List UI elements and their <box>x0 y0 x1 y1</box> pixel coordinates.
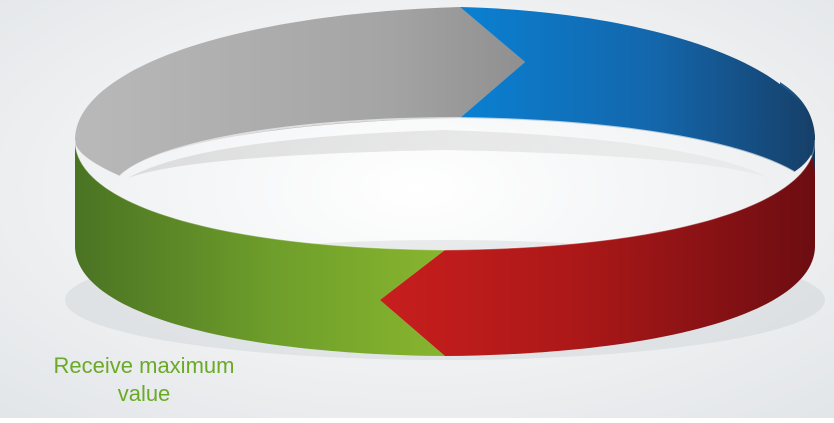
front-rim-highlight <box>74 139 816 251</box>
inner-wall <box>128 130 770 178</box>
red-segment <box>380 140 815 356</box>
blue-segment <box>460 7 815 172</box>
green-segment <box>75 140 445 356</box>
inner-rim-highlight <box>119 116 795 177</box>
green-label-line-2: value <box>117 381 171 406</box>
green-segment-label: Receive maximum value <box>14 352 274 408</box>
green-label-line-1: Receive maximum <box>53 353 235 378</box>
gray-segment <box>75 7 525 176</box>
